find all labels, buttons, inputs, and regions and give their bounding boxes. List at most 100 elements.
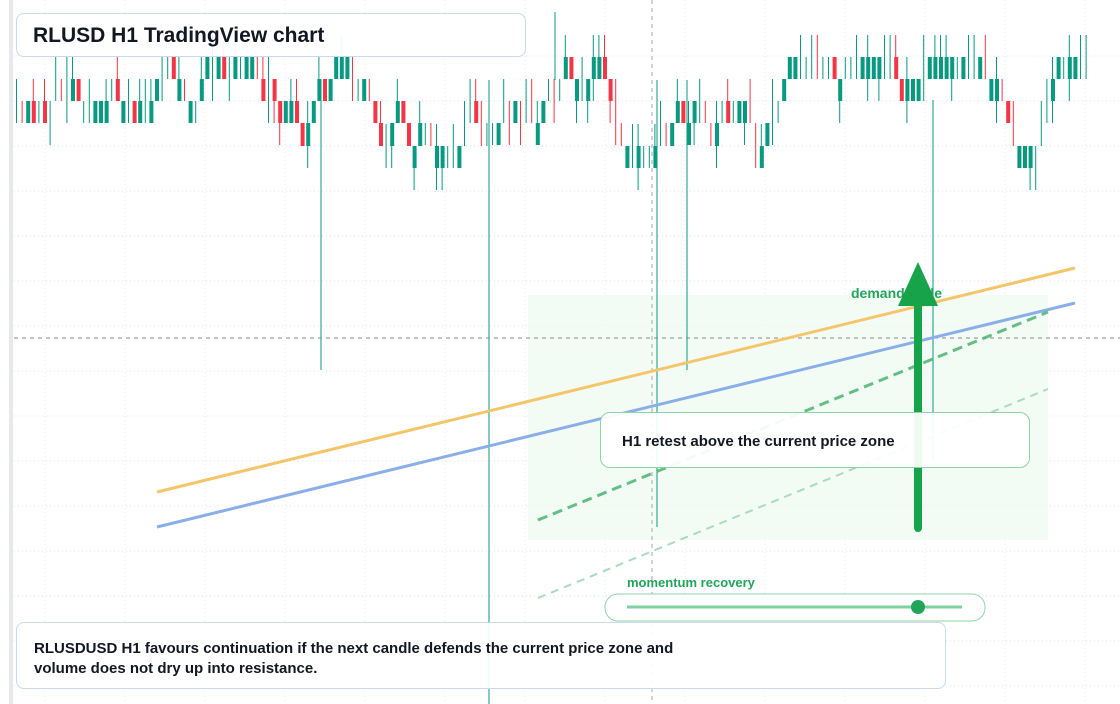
footer-text: RLUSDUSD H1 favours continuation if the … (34, 640, 674, 677)
candle-body (759, 146, 764, 168)
candle-body (373, 101, 378, 123)
candle-body (188, 101, 193, 123)
candle-body (104, 101, 109, 123)
candle-body (412, 146, 417, 168)
candle-body (675, 101, 680, 123)
candle-body (603, 57, 607, 79)
candle-body (569, 57, 574, 79)
candle-body (950, 57, 955, 79)
candle-body (681, 101, 686, 123)
title: RLUSD H1 TradingView chart (16, 13, 526, 57)
candle-body (860, 57, 865, 79)
candle-body (911, 79, 915, 101)
candle-body (379, 123, 383, 146)
candle-body (199, 79, 204, 101)
candle-body (390, 123, 395, 146)
candle-body (362, 79, 367, 101)
candle-body (311, 101, 316, 123)
candle-body (418, 123, 423, 146)
momentum-label: momentum recovery (627, 575, 755, 590)
candle-body (457, 146, 462, 168)
callout: H1 retest above the current price zone (600, 412, 1030, 468)
candle-body (995, 79, 999, 101)
candle-body (289, 101, 294, 123)
candle-body (866, 57, 871, 79)
candle-body (261, 79, 266, 101)
footer-note: RLUSDUSD H1 favours continuation if the … (16, 622, 946, 689)
candle-body (278, 101, 283, 123)
candle-body (787, 57, 792, 79)
candle-body (715, 123, 719, 146)
candle-body (513, 101, 518, 123)
candle-body (944, 57, 949, 79)
candle-body (272, 79, 277, 101)
candle-body (1028, 146, 1033, 168)
candle-body (927, 57, 932, 79)
candle-body (216, 57, 221, 79)
left-edge (9, 0, 13, 704)
candle-body (1056, 57, 1061, 79)
candle-body (205, 57, 210, 79)
candle-body (597, 57, 602, 79)
candle-body (233, 57, 238, 79)
candle-body (71, 79, 75, 101)
candle-body (132, 101, 137, 123)
candle-body (177, 79, 182, 101)
candle-body (440, 146, 445, 168)
candle-body (1073, 57, 1078, 79)
candle-body (121, 101, 126, 123)
candle-body (625, 146, 630, 168)
candle-body (31, 101, 36, 123)
candle-body (670, 123, 675, 146)
candle-body (1051, 79, 1055, 101)
momentum-knob (911, 600, 925, 614)
candle-body (435, 146, 439, 168)
candle-body (26, 101, 31, 123)
candle-body (692, 101, 697, 123)
candle-body (295, 101, 299, 123)
candle-body (407, 123, 411, 146)
candle-body (563, 57, 568, 79)
candle-body (782, 79, 787, 101)
candle-body (608, 79, 613, 101)
candle-body (401, 101, 406, 123)
candle-body (138, 101, 143, 123)
candle-body (765, 123, 770, 146)
candle-body (155, 79, 159, 101)
candle-body (961, 57, 966, 79)
candle-body (306, 123, 311, 146)
candle-body (586, 79, 591, 101)
candle-body (535, 123, 540, 145)
candle-body (726, 101, 731, 123)
candle-body (899, 79, 904, 101)
candle-body (149, 101, 154, 123)
candle-body (653, 146, 658, 168)
candle-body (793, 57, 798, 79)
candle-body (328, 79, 333, 101)
candle-body (244, 57, 249, 79)
candle-body (871, 57, 876, 79)
candle-body (345, 57, 350, 79)
candle-body (575, 79, 579, 101)
candle-body (339, 57, 344, 79)
candle-body (317, 79, 322, 101)
candle-body (496, 123, 501, 145)
candle-body (894, 57, 899, 79)
candle-body (939, 57, 943, 79)
zone-label: demand node (851, 285, 943, 301)
candle-body (334, 57, 339, 79)
candle-body (636, 146, 641, 168)
candle-body (737, 101, 742, 123)
candle-body (838, 79, 843, 101)
candle-body (115, 79, 120, 101)
candle-body (832, 57, 837, 79)
candle-body (76, 79, 81, 101)
candle-body (1023, 146, 1027, 168)
candle-body (1017, 146, 1022, 168)
candle-body (591, 57, 596, 79)
candle-body (395, 101, 400, 123)
candle-body (93, 101, 98, 123)
candle-body (300, 123, 305, 146)
